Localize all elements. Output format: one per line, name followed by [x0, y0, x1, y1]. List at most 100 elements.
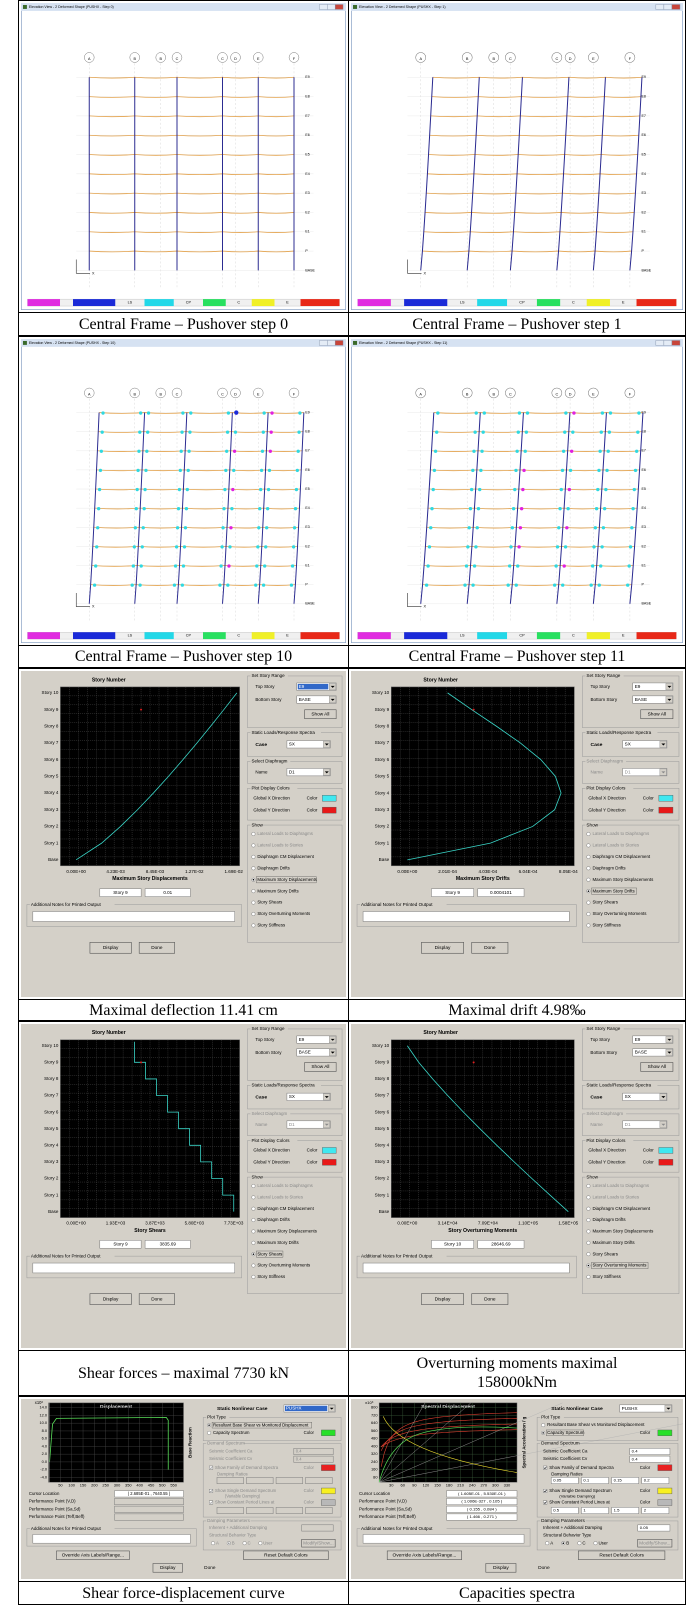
hinge: [598, 583, 601, 586]
hinge: [565, 526, 568, 529]
show-option: Story Shears: [257, 1251, 282, 1256]
hinge: [557, 526, 560, 529]
story-label: Story 6: [375, 1109, 390, 1114]
hinge: [146, 430, 149, 433]
x-tick-label: 100: [68, 1483, 75, 1488]
label: Name: [255, 770, 268, 775]
y-axis-title: Spectral Acceleration / g: [521, 1416, 526, 1468]
story-label: Story 5: [44, 774, 59, 779]
story-label: Story 7: [44, 1093, 59, 1098]
x-tick-label: 4.23E-03: [106, 869, 125, 874]
row-label: Cursor Location: [29, 1491, 60, 1496]
label: Inherent + Additional Damping: [543, 1525, 603, 1530]
group-label: Plot Display Colors: [251, 1138, 290, 1143]
label: 0.05: [553, 1478, 562, 1483]
grid-bubble-label: D: [569, 392, 572, 396]
label: Bottom Story: [255, 697, 282, 702]
label: B: [232, 1540, 235, 1545]
hinge: [563, 430, 566, 433]
story-label: E6: [305, 468, 309, 472]
hinge-legend-segment: [203, 299, 226, 306]
hinge: [98, 488, 101, 491]
radio: [252, 855, 256, 859]
x-tick-label: 150: [80, 1483, 87, 1488]
checkbox: [209, 1501, 213, 1504]
story-label: Story 5: [375, 774, 390, 779]
window-title: Elevation View - 2 Deformed Shape (PUSHX…: [29, 341, 115, 345]
color-swatch: [658, 1500, 672, 1506]
hinge: [174, 564, 177, 567]
label: Top Story: [255, 1037, 275, 1042]
hinge: [181, 411, 184, 414]
hinge: [477, 507, 480, 510]
label: ( 0.155 , 0.084 ): [467, 1506, 497, 1511]
story-label: E7: [305, 449, 309, 453]
hinge: [133, 545, 136, 548]
window-button: [319, 340, 327, 345]
row-label: Performance Point (Sa,Sd): [29, 1506, 81, 1511]
button-label: Done: [204, 1565, 216, 1570]
label: Resultant Base Shear vs Monitored Displa…: [547, 1422, 645, 1427]
hinge: [483, 411, 486, 414]
hinge: [265, 526, 268, 529]
show-option: Story Overturning Moments: [592, 911, 647, 916]
y-tick-label: 240: [371, 1459, 379, 1464]
input-box: [306, 1477, 333, 1483]
group-label: Plot Type: [207, 1415, 226, 1420]
grid-bubble-label: C: [176, 57, 179, 61]
hinge-legend-segment: [301, 632, 340, 639]
label: Name: [590, 770, 603, 775]
story-label: E9: [305, 75, 309, 79]
hinge: [100, 450, 103, 453]
radio-dot: [542, 1432, 544, 1434]
radio: [252, 832, 256, 836]
radio: [541, 1423, 545, 1426]
screenshot: Story NumberStory 10Story 9Story 8Story …: [21, 671, 346, 997]
x-tick-label: 150: [434, 1483, 442, 1488]
show-option: Maximum Story Displacements: [592, 1229, 654, 1234]
hinge: [595, 507, 598, 510]
group-label: Plot Display Colors: [251, 785, 290, 790]
label: Damping Ratios: [217, 1472, 248, 1477]
button-label: Override Axis Labels/Range...: [62, 1553, 124, 1558]
label: Color: [640, 1430, 651, 1435]
story-label: Story 3: [375, 807, 390, 812]
hinge-legend-label: LS: [460, 634, 465, 638]
color-swatch: [659, 795, 673, 801]
hinge: [436, 411, 439, 414]
radio: [594, 1541, 598, 1544]
group-label: Set Story Range: [251, 1026, 285, 1031]
hinge: [434, 450, 437, 453]
x-tick-label: 450: [148, 1483, 155, 1488]
hinge: [142, 507, 145, 510]
story-label: Story 10: [42, 690, 59, 695]
label: Case: [255, 1094, 267, 1100]
hinge: [233, 450, 236, 453]
x-tick-label: 1.27E-02: [185, 869, 204, 874]
hinge-legend-segment: [587, 632, 610, 639]
hinge: [266, 507, 269, 510]
group-label: Set Story Range: [251, 673, 285, 678]
plot-area: [49, 1403, 184, 1482]
grid-bubble-label: D: [234, 392, 237, 396]
hinge: [519, 526, 522, 529]
show-option: Story Stiffness: [592, 1274, 621, 1279]
story-label: E1: [642, 563, 646, 567]
window-button: [656, 4, 664, 9]
story-label: Story 10: [372, 690, 390, 695]
radio: [252, 912, 256, 916]
hinge-legend-label: LS: [128, 301, 133, 305]
story-label: Story 4: [44, 1143, 59, 1148]
group-label: Demand Spectrum: [541, 1441, 580, 1446]
label: Case: [255, 742, 267, 748]
hinge: [224, 469, 227, 472]
hinge: [176, 526, 179, 529]
story-label: E2: [305, 544, 309, 548]
hinge: [630, 526, 633, 529]
hinge: [511, 526, 514, 529]
checkbox: [543, 1501, 547, 1504]
label: Seismic Coefficient Ca: [209, 1448, 253, 1453]
hinge-legend-segment: [73, 299, 115, 306]
label: Story 9: [113, 1241, 128, 1246]
page: Elevation View - 2 Deformed Shape (PUSHX…: [0, 0, 700, 1606]
